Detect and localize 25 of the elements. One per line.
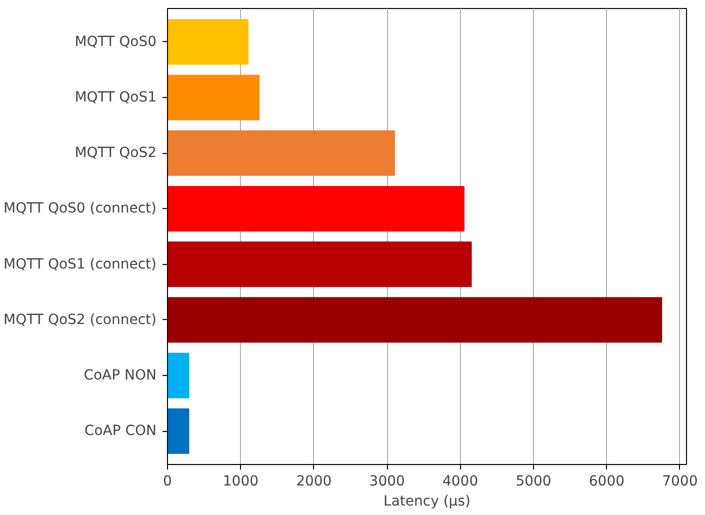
- y-tick-label: MQTT QoS0 (connect): [4, 200, 156, 217]
- y-tick-label: MQTT QoS0: [74, 34, 157, 50]
- bar: [168, 186, 464, 232]
- x-tick-label: 7000: [662, 474, 698, 490]
- y-tick-label: CoAP NON: [84, 368, 157, 384]
- y-tick-label: MQTT QoS1: [74, 89, 157, 106]
- bar: [168, 408, 190, 454]
- bar: [168, 297, 662, 343]
- bar: [168, 19, 249, 65]
- bar: [168, 242, 472, 288]
- y-tick-label: CoAP CON: [84, 423, 156, 440]
- x-tick-label: 3000: [369, 474, 405, 490]
- x-tick-label: 0: [163, 474, 172, 490]
- x-tick-label: 1000: [222, 474, 259, 490]
- x-tick-label: 2000: [296, 474, 332, 490]
- y-tick-label: MQTT QoS1 (connect): [4, 256, 156, 272]
- y-tick-label: MQTT QoS2: [74, 145, 157, 162]
- bar: [168, 74, 260, 120]
- bar: [168, 130, 395, 176]
- x-tick-label: 6000: [588, 474, 625, 490]
- x-axis-title: Latency (µs): [384, 494, 470, 510]
- x-tick-label: 4000: [442, 474, 478, 490]
- bar: [168, 352, 190, 398]
- y-tick-label: MQTT QoS2 (connect): [4, 312, 156, 328]
- x-tick-label: 5000: [516, 474, 552, 490]
